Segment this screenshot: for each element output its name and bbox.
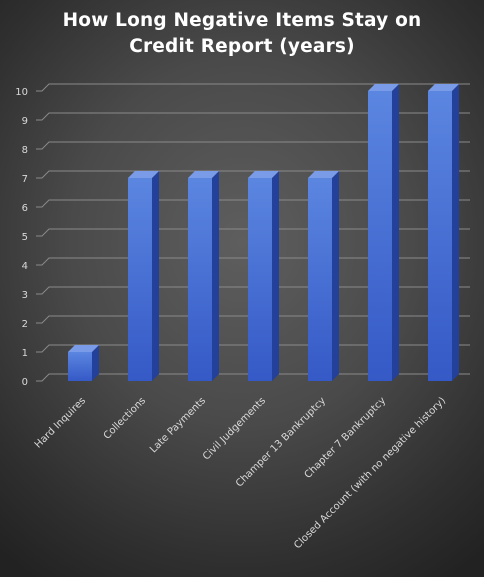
bar-side [332, 171, 339, 381]
y-tick-label: 10 [15, 87, 28, 98]
chart-title: How Long Negative Items Stay on Credit R… [0, 8, 484, 60]
bar-front [368, 91, 392, 381]
bar-front [308, 178, 332, 381]
bar-top [128, 171, 159, 178]
bar-top [368, 84, 399, 91]
bar [188, 171, 219, 381]
bar-side [272, 171, 279, 381]
bar-top [248, 171, 279, 178]
bar [368, 84, 399, 381]
bar [128, 171, 159, 381]
bar-top [188, 171, 219, 178]
bar-top [68, 345, 99, 352]
chart-title-line-1: How Long Negative Items Stay on [62, 10, 422, 31]
bar-front [68, 352, 92, 381]
y-tick-label: 2 [22, 319, 28, 330]
y-tick-label: 6 [22, 203, 28, 214]
bar [308, 171, 339, 381]
y-tick-label: 1 [22, 348, 28, 359]
bar-front [128, 178, 152, 381]
bar-side [392, 84, 399, 381]
y-tick-label: 9 [22, 116, 28, 127]
bar-front [248, 178, 272, 381]
bar-side [152, 171, 159, 381]
bar-side [212, 171, 219, 381]
bar-side [92, 345, 99, 381]
y-tick-label: 8 [22, 145, 28, 156]
bar [68, 345, 99, 381]
x-tick-label: Collections [102, 395, 148, 441]
bar-front [428, 91, 452, 381]
bars [68, 84, 459, 381]
gridline [36, 141, 470, 150]
bar-front [188, 178, 212, 381]
y-tick-label: 0 [22, 377, 28, 388]
bar [248, 171, 279, 381]
y-tick-label: 5 [22, 232, 28, 243]
x-tick-label: Late Payments [148, 395, 208, 455]
gridline [36, 83, 470, 92]
y-tick-label: 7 [22, 174, 28, 185]
bar-top [308, 171, 339, 178]
y-tick-label: 4 [22, 261, 28, 272]
bar-top [428, 84, 459, 91]
bar [428, 84, 459, 381]
chart-title-line-2: Credit Report (years) [129, 36, 355, 57]
bar-side [452, 84, 459, 381]
x-tick-label: Civil Judgements [201, 395, 268, 462]
x-tick-label: Hard Inquires [33, 395, 88, 450]
gridline [36, 112, 470, 121]
y-tick-label: 3 [22, 290, 28, 301]
